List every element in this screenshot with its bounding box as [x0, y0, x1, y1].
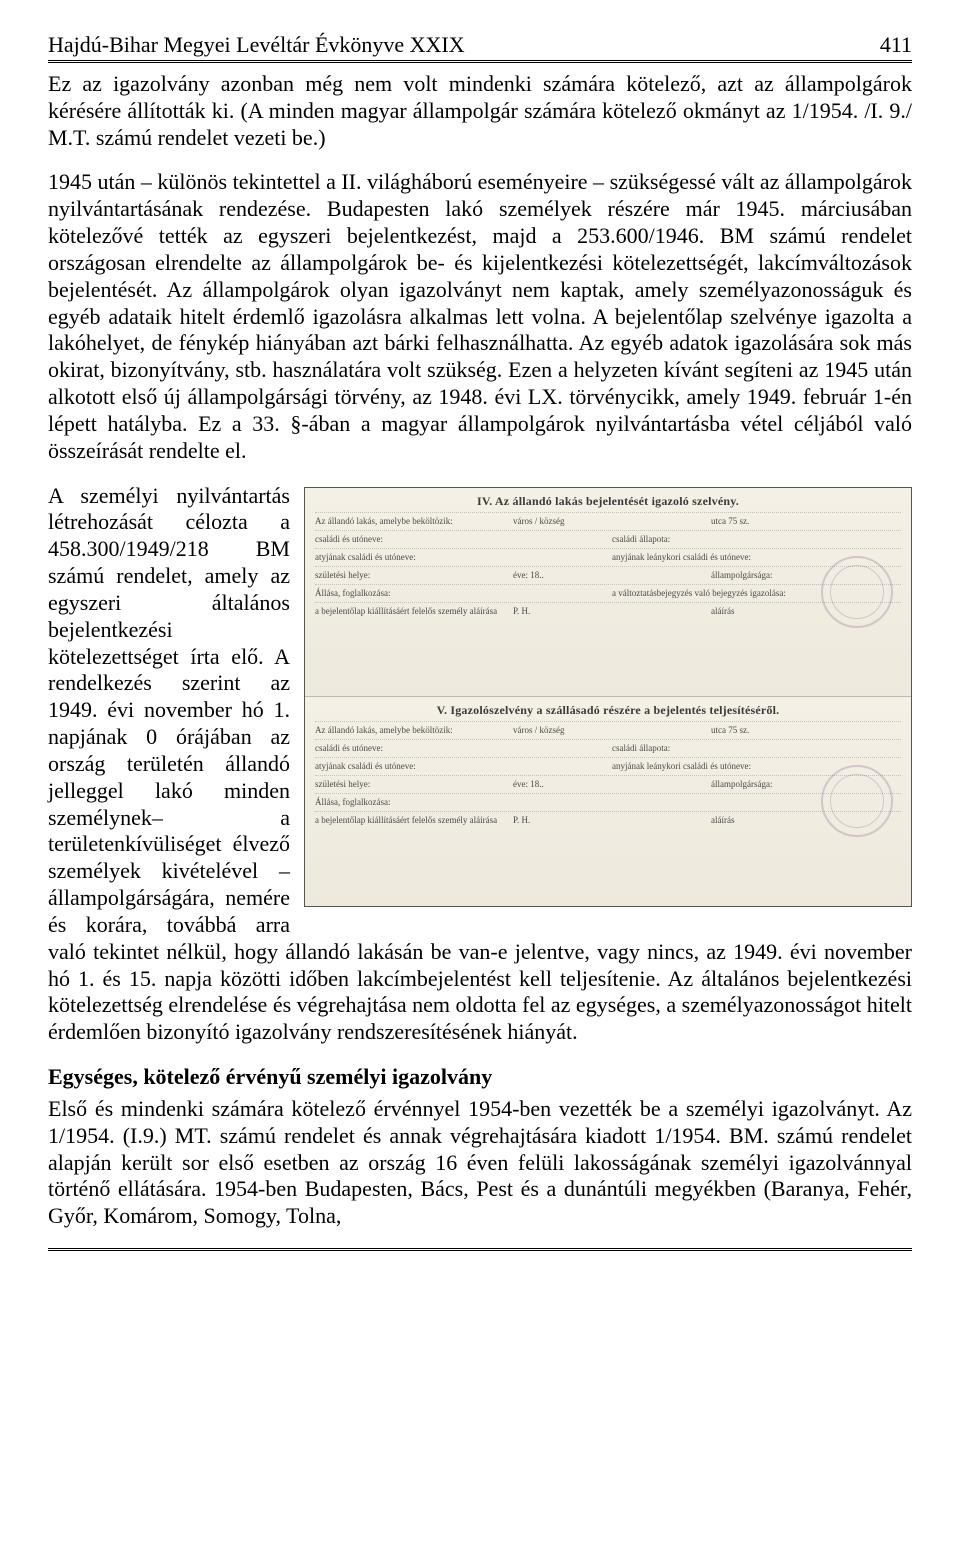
page-number: 411	[880, 32, 912, 58]
facsimile-label: családi és utóneve:	[315, 743, 604, 754]
footer-rule	[48, 1248, 912, 1251]
facsimile-label: családi állapota:	[612, 743, 901, 754]
facsimile-label: atyjának családi és utóneve:	[315, 552, 604, 563]
facsimile-panel2-title: V. Igazolószelvény a szállásadó részére …	[315, 703, 901, 718]
facsimile-label: város / község	[513, 725, 703, 736]
facsimile-label: a bejelentőlap kiállításáért felelős sze…	[315, 815, 505, 826]
facsimile-label: éve: 18..	[513, 779, 703, 790]
facsimile-label: atyjának családi és utóneve:	[315, 761, 604, 772]
facsimile-panel1-title: IV. Az állandó lakás bejelentését igazol…	[315, 494, 901, 509]
facsimile-label: város / község	[513, 516, 703, 527]
facsimile-label: családi állapota:	[612, 534, 901, 545]
paragraph-1: Ez az igazolvány azonban még nem volt mi…	[48, 71, 912, 151]
facsimile-label: utca 75 sz.	[711, 725, 901, 736]
facsimile-label: Az állandó lakás, amelybe beköltözik:	[315, 725, 505, 736]
section-heading: Egységes, kötelező érvényű személyi igaz…	[48, 1064, 912, 1090]
page-header: Hajdú-Bihar Megyei Levéltár Évkönyve XXI…	[48, 32, 912, 58]
facsimile-label: a bejelentőlap kiállításáért felelős sze…	[315, 606, 505, 617]
facsimile-label: születési helye:	[315, 779, 505, 790]
stamp-icon	[821, 765, 893, 837]
facsimile-label: családi és utóneve:	[315, 534, 604, 545]
facsimile-label: éve: 18..	[513, 570, 703, 581]
paragraph-4: Első és mindenki számára kötelező érvénn…	[48, 1096, 912, 1230]
facsimile-label: P. H.	[513, 606, 703, 617]
header-title: Hajdú-Bihar Megyei Levéltár Évkönyve XXI…	[48, 32, 465, 58]
document-facsimile: IV. Az állandó lakás bejelentését igazol…	[304, 487, 912, 907]
facsimile-label: Állása, foglalkozása:	[315, 797, 901, 808]
paragraph-3-with-figure: IV. Az állandó lakás bejelentését igazol…	[48, 483, 912, 1046]
stamp-icon	[821, 556, 893, 628]
facsimile-label: Az állandó lakás, amelybe beköltözik:	[315, 516, 505, 527]
paragraph-2: 1945 után – különös tekintettel a II. vi…	[48, 169, 912, 464]
facsimile-label: születési helye:	[315, 570, 505, 581]
facsimile-label: P. H.	[513, 815, 703, 826]
facsimile-label: utca 75 sz.	[711, 516, 901, 527]
facsimile-label: Állása, foglalkozása:	[315, 588, 604, 599]
header-rule	[48, 60, 912, 63]
